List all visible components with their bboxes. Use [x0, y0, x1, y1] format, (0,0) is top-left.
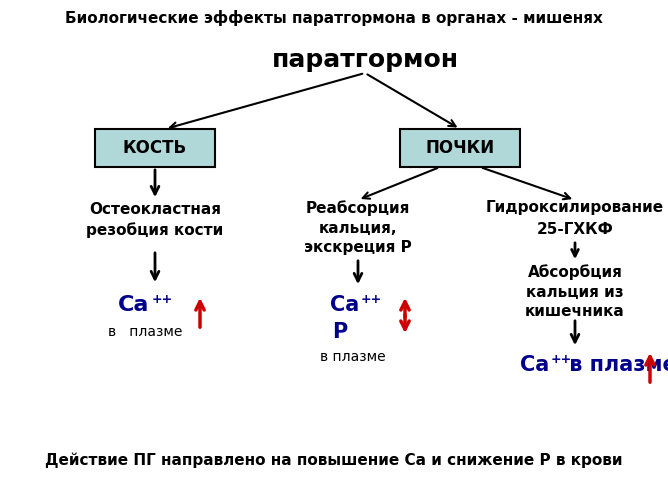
Text: КОСТЬ: КОСТЬ [123, 139, 187, 157]
FancyBboxPatch shape [95, 129, 215, 167]
Text: в плазме: в плазме [562, 355, 668, 375]
Text: в   плазме: в плазме [108, 325, 182, 339]
Text: ++: ++ [152, 293, 173, 306]
Text: ++: ++ [551, 353, 572, 366]
Text: паратгормон: паратгормон [271, 48, 458, 72]
Text: ПОЧКИ: ПОЧКИ [426, 139, 494, 157]
Text: Гидроксилирование: Гидроксилирование [486, 200, 664, 215]
Text: Р: Р [332, 322, 347, 342]
Text: в плазме: в плазме [320, 350, 386, 364]
Text: Биологические эффекты паратгормона в органах - мишенях: Биологические эффекты паратгормона в орг… [65, 10, 603, 26]
Text: 25-ГХКФ: 25-ГХКФ [536, 222, 613, 237]
Text: Действие ПГ направлено на повышение Са и снижение Р в крови: Действие ПГ направлено на повышение Са и… [45, 452, 623, 468]
Text: Ca: Ca [118, 295, 150, 315]
Text: Ca: Ca [330, 295, 359, 315]
Text: ++: ++ [361, 293, 382, 306]
FancyBboxPatch shape [400, 129, 520, 167]
Text: Ca: Ca [520, 355, 549, 375]
Text: Реабсорция
кальция,
экскреция Р: Реабсорция кальция, экскреция Р [304, 200, 412, 255]
Text: Абсорбция
кальция из
кишечника: Абсорбция кальция из кишечника [525, 264, 625, 319]
Text: Остеокластная
резобция кости: Остеокластная резобция кости [86, 202, 224, 238]
